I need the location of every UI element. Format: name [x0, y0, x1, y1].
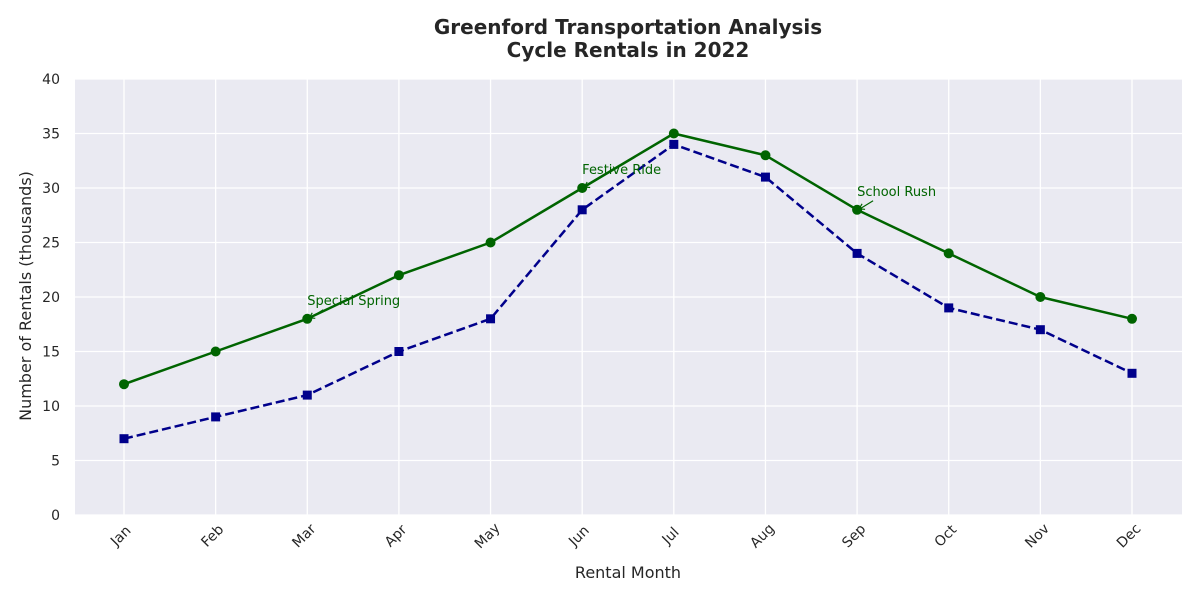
y-tick-label: 5: [51, 454, 60, 470]
annotation-label: Festive Ride: [582, 163, 661, 178]
data-point: [119, 379, 129, 390]
x-tick-label: May: [472, 520, 504, 552]
y-tick-label: 20: [42, 290, 60, 306]
annotation: Festive Ride: [582, 163, 661, 189]
data-point: [485, 237, 496, 248]
x-tick-label: Apr: [382, 522, 411, 551]
annotation-arrow: [859, 200, 874, 210]
x-tick-label: Jan: [107, 523, 134, 550]
series-1: [119, 128, 1137, 390]
y-tick-label: 40: [42, 72, 60, 88]
annotation-arrow: [309, 309, 324, 319]
data-point: [852, 248, 862, 258]
y-axis-label: Number of Rentals (thousands): [16, 171, 35, 421]
x-tick-label: Jul: [659, 525, 683, 549]
data-point: [486, 314, 496, 324]
data-point: [302, 390, 312, 400]
series-layer: [119, 128, 1137, 444]
y-tick-label: 0: [51, 508, 60, 524]
annotation-arrow: [584, 178, 599, 188]
annotation-label: School Rush: [857, 185, 936, 200]
data-point: [1035, 292, 1046, 302]
x-tick-label: Dec: [1114, 521, 1144, 551]
annotation: School Rush: [857, 185, 936, 210]
annotation-arrowhead: [583, 181, 591, 189]
x-axis-label: Rental Month: [575, 563, 681, 582]
data-point: [760, 150, 771, 161]
x-tick-label: Feb: [198, 522, 227, 551]
data-point: [1127, 368, 1137, 378]
data-point: [394, 347, 404, 356]
x-tick-label: Jun: [565, 523, 592, 550]
data-point: [577, 205, 587, 215]
annotation: Special Spring: [307, 294, 400, 319]
data-point: [211, 412, 221, 422]
annotation-label: Special Spring: [307, 294, 400, 309]
data-point: [943, 248, 954, 259]
y-tick-label: 10: [42, 399, 60, 415]
y-tick-label: 35: [42, 127, 60, 143]
y-tick-label: 30: [42, 181, 60, 197]
series-line: [123, 132, 1133, 386]
x-axis-ticks: Jan Feb Mar Apr May Jun Jul Aug Sep Oct Nov Dec: [107, 520, 1144, 552]
data-point: [669, 139, 679, 149]
data-point: [210, 346, 221, 357]
x-tick-label: Aug: [747, 521, 778, 552]
series-2: [119, 139, 1137, 444]
data-point: [944, 303, 954, 313]
chart-title-line-2: Cycle Rentals in 2022: [507, 38, 750, 62]
y-tick-label: 15: [42, 345, 60, 361]
grid: [75, 78, 1182, 516]
x-tick-label: Nov: [1022, 521, 1053, 552]
data-point: [1035, 325, 1045, 335]
x-tick-label: Mar: [289, 521, 319, 551]
series-line: [123, 143, 1133, 440]
chart-title-line-1: Greenford Transportation Analysis: [434, 15, 822, 39]
annotation-arrowhead: [858, 203, 866, 210]
y-tick-label: 25: [42, 236, 60, 252]
y-axis-ticks: 0 5 10 15 20 25 30 35 40: [42, 72, 60, 524]
x-tick-label: Sep: [839, 521, 869, 551]
data-point: [668, 128, 679, 139]
data-point: [1127, 313, 1137, 324]
data-point: [119, 434, 129, 444]
data-point: [393, 270, 404, 281]
data-point: [760, 172, 770, 182]
x-tick-label: Oct: [932, 522, 961, 551]
annotations: Special Spring Festive Ride School Rush: [307, 163, 936, 319]
annotation-arrowhead: [308, 312, 316, 319]
